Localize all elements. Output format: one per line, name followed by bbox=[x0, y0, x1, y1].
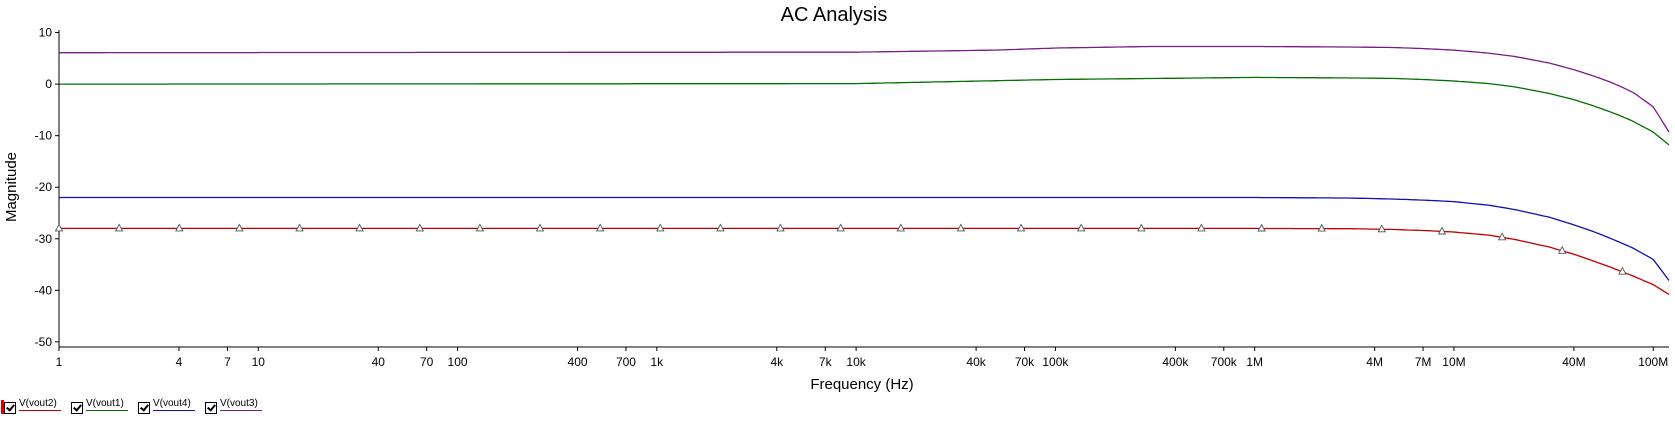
series-marker-triangle bbox=[1317, 223, 1326, 232]
legend-checkbox[interactable] bbox=[138, 402, 150, 414]
x-tick-label: 400k bbox=[1162, 355, 1189, 369]
x-tick-label: 700 bbox=[616, 355, 636, 369]
legend-color-swatch bbox=[86, 410, 128, 411]
x-tick-label: 1k bbox=[650, 355, 664, 369]
legend-item-vvout3[interactable]: V(vout3) bbox=[205, 398, 262, 414]
y-tick-label: 10 bbox=[39, 26, 53, 40]
x-tick-label: 10k bbox=[846, 355, 866, 369]
legend-label: V(vout3) bbox=[220, 398, 258, 409]
y-tick-label: -30 bbox=[35, 232, 53, 246]
x-tick-label: 7 bbox=[224, 355, 231, 369]
series-lines bbox=[59, 45, 1670, 295]
y-tick-label: -40 bbox=[35, 283, 53, 297]
legend: V(vout2) V(vout1) V(vout4) V(vout3) bbox=[1, 398, 272, 420]
series-marker-triangle bbox=[716, 223, 725, 232]
legend-entry: V(vout2) bbox=[19, 398, 61, 411]
series-marker-triangle bbox=[836, 223, 845, 232]
legend-label: V(vout1) bbox=[86, 398, 124, 409]
x-tick-label: 7k bbox=[819, 355, 833, 369]
legend-checkbox[interactable] bbox=[4, 402, 16, 414]
series-marker-triangle bbox=[1076, 223, 1086, 232]
series-marker-triangle bbox=[656, 223, 665, 232]
series-marker-triangle bbox=[415, 223, 425, 232]
series-marker-triangle bbox=[1137, 223, 1146, 232]
x-axis-label: Frequency (Hz) bbox=[810, 376, 913, 393]
series-marker-triangle bbox=[475, 223, 485, 232]
y-tick-label: 0 bbox=[45, 77, 52, 91]
series-line-vvout4 bbox=[59, 196, 1670, 281]
legend-color-swatch bbox=[153, 410, 195, 411]
x-tick-label: 70 bbox=[420, 355, 434, 369]
x-tick-label: 4 bbox=[176, 355, 183, 369]
legend-checkbox[interactable] bbox=[205, 402, 217, 414]
x-tick-label: 1 bbox=[56, 355, 63, 369]
x-tick-label: 100 bbox=[448, 355, 468, 369]
series-marker-triangle bbox=[1557, 245, 1567, 254]
series-line-vvout3 bbox=[59, 45, 1670, 133]
axes: 100-10-20-30-40-501 4 7 10 40 70 100 400 700 1k 4k… bbox=[35, 26, 1669, 369]
x-tick-label: 4k bbox=[770, 355, 784, 369]
series-marker-triangle bbox=[896, 223, 906, 232]
legend-color-swatch bbox=[19, 410, 61, 411]
x-tick-label: 40M bbox=[1562, 355, 1585, 369]
y-tick-label: -10 bbox=[35, 129, 53, 143]
legend-checkbox[interactable] bbox=[71, 402, 83, 414]
series-marker-triangle bbox=[235, 223, 244, 232]
x-tick-label: 10 bbox=[252, 355, 266, 369]
x-tick-label: 40k bbox=[966, 355, 986, 369]
series-marker-triangle bbox=[776, 223, 785, 232]
series-marker-triangle bbox=[1197, 223, 1206, 232]
x-tick-label: 4M bbox=[1366, 355, 1383, 369]
x-tick-label: 7M bbox=[1415, 355, 1432, 369]
chart-title: AC Analysis bbox=[781, 4, 888, 26]
series-marker-triangle bbox=[1016, 223, 1026, 232]
series-marker-triangle bbox=[114, 223, 124, 232]
series-marker-triangle bbox=[1257, 223, 1266, 232]
x-tick-label: 1M bbox=[1246, 355, 1263, 369]
series-marker-triangle bbox=[355, 223, 364, 232]
series-marker-triangle bbox=[1437, 226, 1447, 235]
series-marker-triangle bbox=[535, 223, 545, 232]
x-tick-label: 100k bbox=[1042, 355, 1069, 369]
legend-entry: V(vout4) bbox=[153, 398, 195, 411]
x-tick-label: 400 bbox=[568, 355, 588, 369]
legend-label: V(vout2) bbox=[19, 398, 57, 409]
series-marker-triangle bbox=[1618, 266, 1627, 275]
legend-item-vvout4[interactable]: V(vout4) bbox=[138, 398, 195, 414]
legend-color-swatch bbox=[220, 410, 262, 411]
y-tick-label: -50 bbox=[35, 335, 53, 349]
series-marker-triangle bbox=[295, 223, 304, 232]
x-tick-label: 10M bbox=[1442, 355, 1465, 369]
series-line-vvout2 bbox=[59, 227, 1670, 295]
legend-entry: V(vout1) bbox=[86, 398, 128, 411]
y-tick-label: -20 bbox=[35, 180, 53, 194]
y-axis-label: Magnitude bbox=[3, 152, 20, 222]
legend-label: V(vout4) bbox=[153, 398, 191, 409]
series-marker-triangle bbox=[1497, 232, 1507, 241]
legend-entry: V(vout3) bbox=[220, 398, 262, 411]
x-tick-label: 40 bbox=[372, 355, 386, 369]
x-tick-label: 100M bbox=[1638, 355, 1668, 369]
legend-item-vvout2[interactable]: V(vout2) bbox=[1, 398, 61, 414]
series-marker-triangle bbox=[1377, 224, 1387, 233]
x-tick-label: 700k bbox=[1211, 355, 1238, 369]
series-marker-triangle bbox=[175, 223, 184, 232]
series-marker-triangle bbox=[956, 223, 966, 232]
series-marker-triangle bbox=[54, 223, 64, 232]
series-markers bbox=[54, 223, 1627, 275]
legend-item-vvout1[interactable]: V(vout1) bbox=[71, 398, 128, 414]
series-line-vvout1 bbox=[59, 76, 1670, 146]
series-marker-triangle bbox=[595, 223, 605, 232]
x-tick-label: 70k bbox=[1015, 355, 1035, 369]
